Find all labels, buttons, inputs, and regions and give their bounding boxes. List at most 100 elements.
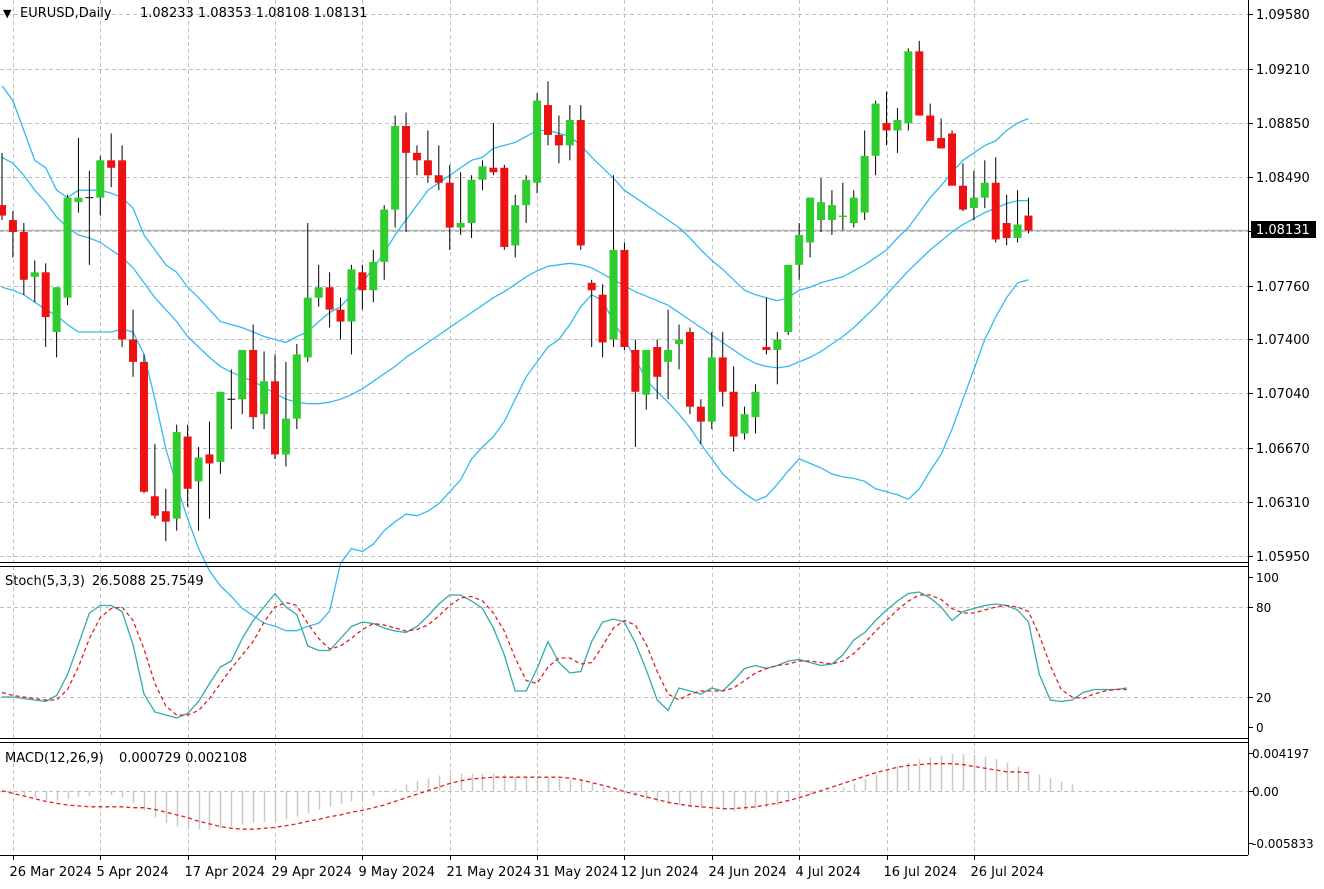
candle <box>991 157 1000 243</box>
candle-body <box>74 197 83 203</box>
candle-body <box>620 249 629 347</box>
candle <box>74 137 83 213</box>
candle <box>958 163 967 212</box>
candle <box>664 309 673 400</box>
candle <box>795 223 804 280</box>
date-tick-label: 21 May 2024 <box>447 865 532 880</box>
candle <box>303 223 312 362</box>
candle-body <box>358 272 367 291</box>
candle-body <box>402 125 411 153</box>
candles-layer[interactable] <box>0 40 1033 542</box>
candle <box>118 145 127 347</box>
bollinger-middle-line <box>1 156 1029 405</box>
candle <box>1002 194 1011 246</box>
candle-body <box>554 134 563 146</box>
candle-body <box>96 160 105 198</box>
candle <box>631 339 640 448</box>
symbol-label: EURUSD,Daily <box>20 6 112 21</box>
price-tick-label: 1.09210 <box>1256 63 1310 78</box>
stochastic-layer <box>1 591 1127 719</box>
candle-body <box>325 287 334 310</box>
price-tick-label: 1.09580 <box>1256 8 1310 23</box>
candle-body <box>609 249 618 340</box>
candle <box>620 242 629 350</box>
candle-body <box>980 182 989 198</box>
candle <box>948 130 957 186</box>
candle-body <box>849 197 858 224</box>
candle-body <box>30 272 39 277</box>
candle-body <box>260 381 269 415</box>
current-price-tag <box>1251 221 1316 238</box>
candle <box>19 223 28 295</box>
stoch-signal-line <box>1 594 1127 716</box>
candle-body <box>107 160 116 168</box>
candle-body <box>52 287 61 333</box>
candle <box>325 272 334 328</box>
candle-body <box>511 205 520 246</box>
candle <box>860 130 869 221</box>
candle-body <box>445 182 454 228</box>
candle-body <box>827 205 836 221</box>
candle-body <box>904 51 913 123</box>
candle <box>271 354 279 459</box>
candle-body <box>336 309 345 322</box>
collapse-arrow-icon[interactable]: ▼ <box>3 7 12 20</box>
timeframe-text: Daily <box>79 6 112 21</box>
candle-body <box>391 125 400 210</box>
candle-body <box>194 457 203 482</box>
candle-body <box>1002 223 1011 238</box>
candle-body <box>380 209 389 262</box>
candle-body <box>19 231 28 280</box>
candle-body <box>806 197 815 243</box>
candle <box>696 399 705 445</box>
candle <box>849 190 858 228</box>
price-tick-label: 1.06310 <box>1256 496 1310 511</box>
stoch-tick-label: 0 <box>1256 721 1264 735</box>
price-tick-label: 1.05950 <box>1256 550 1310 565</box>
candle-body <box>161 511 170 522</box>
candle <box>707 332 716 430</box>
date-tick-label: 29 Apr 2024 <box>272 865 352 880</box>
stoch-main-line <box>2 591 1127 719</box>
stoch-tick-label: 20 <box>1256 691 1271 705</box>
candle-body <box>795 234 804 265</box>
candle-body <box>281 418 290 455</box>
candle <box>565 105 574 161</box>
candle <box>380 205 389 280</box>
candle <box>915 40 924 116</box>
candle-body <box>412 152 421 161</box>
candle-body <box>729 391 738 437</box>
candle-body <box>434 175 443 183</box>
candle-body <box>303 297 312 358</box>
date-tick-label: 26 Mar 2024 <box>10 865 92 880</box>
candle <box>445 164 454 250</box>
candle <box>675 324 684 370</box>
candle-body <box>565 120 574 146</box>
candle-body <box>216 391 225 462</box>
candle-body <box>937 137 946 149</box>
candle-body <box>347 269 356 322</box>
candle-body <box>41 272 50 318</box>
candle-body <box>882 122 891 131</box>
candle-body <box>685 332 694 407</box>
candle-body <box>696 406 705 422</box>
candle <box>685 327 694 415</box>
candle <box>456 172 465 235</box>
candle <box>871 100 880 176</box>
macd-tick-label: -0.005833 <box>1252 837 1314 851</box>
candle-body <box>0 205 6 216</box>
candle-body <box>642 349 651 395</box>
macd-title: MACD(12,26,9) <box>5 751 104 766</box>
candle-body <box>522 179 531 206</box>
candle-body <box>718 357 727 392</box>
candle-body <box>598 294 607 343</box>
date-tick-label: 12 Jun 2024 <box>621 865 699 880</box>
candle <box>107 133 116 188</box>
candle-body <box>8 220 17 232</box>
candle <box>8 211 17 258</box>
candle-body <box>423 160 432 176</box>
candle <box>227 369 236 430</box>
candle <box>85 170 94 265</box>
candle <box>314 264 323 307</box>
candle-body <box>631 349 640 392</box>
